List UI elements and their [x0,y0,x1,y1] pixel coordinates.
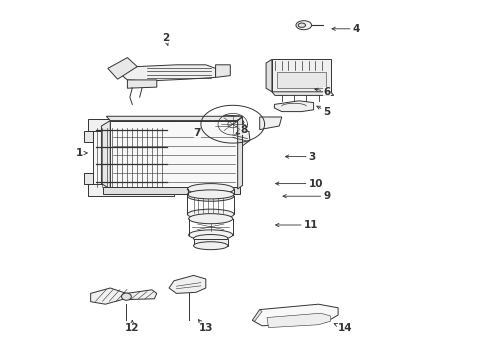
Text: 7: 7 [194,128,201,138]
Polygon shape [194,239,228,246]
Polygon shape [101,121,110,189]
Text: 6: 6 [315,87,331,97]
Polygon shape [88,184,174,196]
Polygon shape [216,65,230,77]
Text: 13: 13 [198,320,213,333]
Text: 9: 9 [283,191,331,201]
Polygon shape [272,92,334,95]
Polygon shape [118,65,216,81]
Ellipse shape [298,23,306,27]
Circle shape [122,293,131,300]
Ellipse shape [187,209,234,219]
Polygon shape [108,58,137,79]
Polygon shape [229,130,250,146]
Polygon shape [252,304,338,326]
Ellipse shape [194,235,228,243]
Text: 14: 14 [334,323,353,333]
Text: 1: 1 [76,148,87,158]
Polygon shape [103,187,240,194]
Polygon shape [274,101,314,112]
Polygon shape [93,124,169,191]
Text: 3: 3 [286,152,316,162]
Polygon shape [277,72,326,88]
Polygon shape [84,173,93,184]
Polygon shape [88,119,174,131]
Polygon shape [267,313,331,328]
Text: 11: 11 [276,220,318,230]
Polygon shape [252,310,262,321]
Text: 8: 8 [236,125,247,135]
Polygon shape [91,288,126,304]
Polygon shape [266,59,272,92]
Polygon shape [84,131,93,142]
Polygon shape [169,275,206,293]
Ellipse shape [194,242,228,250]
Ellipse shape [187,184,234,194]
Polygon shape [106,116,243,121]
Text: 4: 4 [332,24,360,34]
Polygon shape [260,117,282,130]
Ellipse shape [189,230,233,240]
Circle shape [231,133,241,140]
Ellipse shape [189,213,233,224]
Text: 12: 12 [125,320,140,333]
Ellipse shape [187,190,234,199]
Text: 2: 2 [162,33,169,45]
Polygon shape [238,117,243,189]
Polygon shape [272,59,331,92]
Ellipse shape [187,191,234,201]
Polygon shape [127,80,157,88]
Text: 10: 10 [276,179,323,189]
Polygon shape [126,290,157,300]
Polygon shape [110,121,238,189]
Text: 5: 5 [317,106,331,117]
Polygon shape [211,115,244,131]
Ellipse shape [296,21,312,30]
